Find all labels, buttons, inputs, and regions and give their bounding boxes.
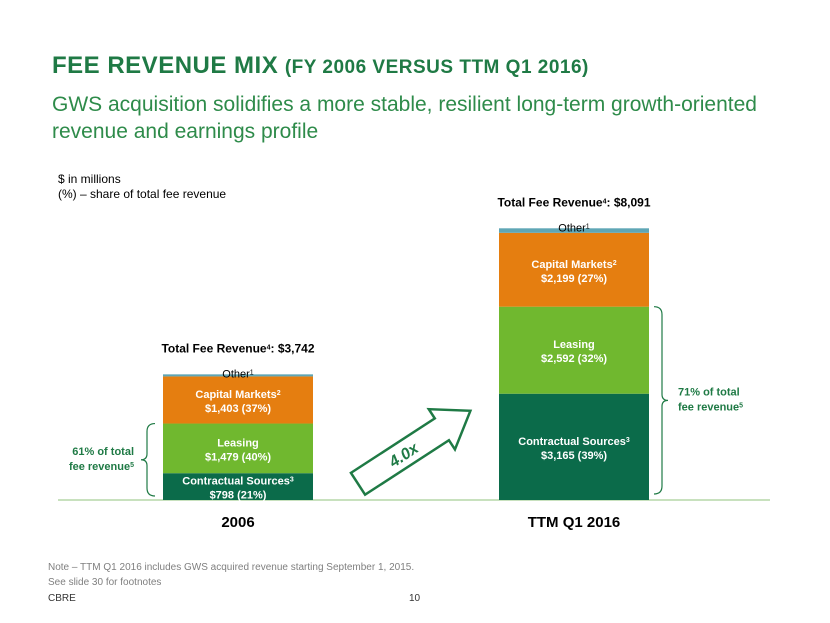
total-revenue-label: Total Fee Revenue4: $3,742 — [161, 341, 314, 355]
bar-segment — [499, 232, 649, 307]
bracket-label-line-2: fee revenue5 — [678, 401, 743, 413]
footer-brand: CBRE — [48, 593, 76, 604]
bar-segment — [163, 473, 313, 500]
segment-value-label: $2,199 (27%) — [541, 273, 607, 285]
growth-arrow-shape — [349, 407, 473, 497]
bar-segment — [163, 423, 313, 474]
category-label: 2006 — [221, 514, 254, 531]
footnote-line-2: See slide 30 for footnotes — [48, 577, 162, 588]
bar-segment — [499, 228, 649, 233]
segment-name-label: Leasing — [553, 339, 595, 351]
page-number: 10 — [409, 593, 421, 604]
other-segment-label: Other1 — [558, 222, 590, 234]
title-sub: (FY 2006 VERSUS TTM Q1 2016) — [284, 57, 589, 78]
bar-segment — [163, 376, 313, 424]
segment-name-label: Leasing — [217, 437, 259, 449]
bracket-line — [140, 422, 156, 497]
growth-arrow-icon: 4.0x — [349, 407, 473, 497]
segment-name-label: Contractual Sources3 — [518, 436, 630, 448]
total-revenue-label: Total Fee Revenue4: $8,091 — [497, 195, 650, 209]
segment-value-label: $1,479 (40%) — [205, 451, 271, 463]
slide-subtitle: GWS acquisition solidifies a more stable… — [52, 93, 757, 143]
segment-value-label: $3,165 (39%) — [541, 450, 607, 462]
slide-title: FEE REVENUE MIX (FY 2006 VERSUS TTM Q1 2… — [52, 52, 589, 80]
other-segment-label: Other1 — [222, 368, 254, 380]
units-line-1: $ in millions — [58, 172, 121, 186]
bracket-label-line-1: 71% of total — [678, 386, 740, 398]
footnote-area: Note – TTM Q1 2016 includes GWS acquired… — [48, 560, 414, 590]
bar-segment — [499, 393, 649, 500]
segment-name-label: Capital Markets2 — [195, 389, 280, 401]
segment-name-label: Capital Markets2 — [531, 259, 616, 271]
bar-segment — [163, 374, 313, 377]
bracket-label-line-2: fee revenue5 — [69, 461, 134, 473]
segment-value-label: $798 (21%) — [210, 490, 267, 502]
bracket-label-line-1: 61% of total — [72, 446, 134, 458]
category-label: TTM Q1 2016 — [528, 514, 621, 531]
segment-value-label: $2,592 (32%) — [541, 353, 607, 365]
segment-name-label: Contractual Sources3 — [182, 476, 294, 488]
title-main: FEE REVENUE MIX — [52, 52, 279, 79]
bracket-line — [653, 306, 669, 495]
footnote-line-1: Note – TTM Q1 2016 includes GWS acquired… — [48, 562, 415, 573]
segment-value-label: $1,403 (37%) — [205, 403, 271, 415]
units-line-2: (%) – share of total fee revenue — [58, 187, 227, 201]
units-note: $ in millions (%) – share of total fee r… — [58, 172, 226, 202]
bar-segment — [499, 306, 649, 394]
